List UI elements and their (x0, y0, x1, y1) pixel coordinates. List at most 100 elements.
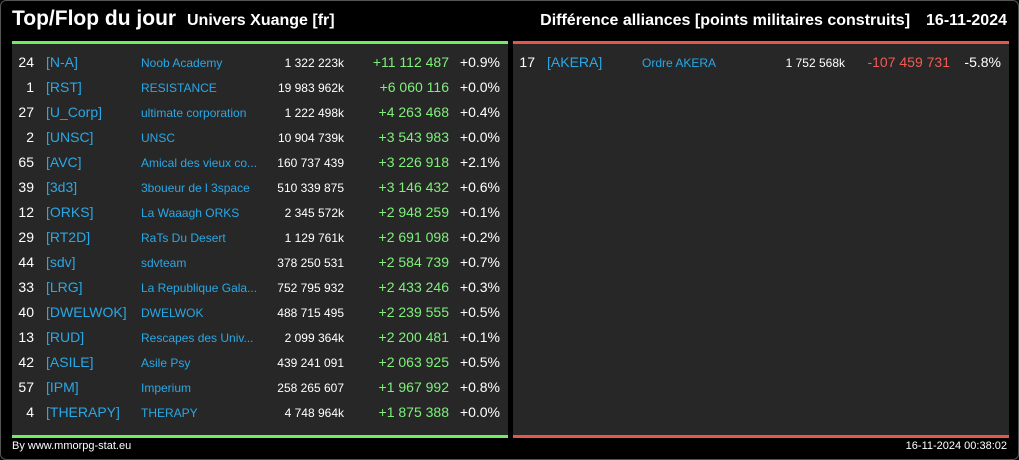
alliance-tag[interactable]: [U_Corp] (46, 104, 103, 120)
alliance-row: 29 [RT2D] RaTs Du Desert 1 129 761k +2 691 0… (12, 225, 508, 250)
alliance-percent: -5.8% (964, 54, 1001, 70)
alliance-tag[interactable]: [3d3] (46, 179, 78, 195)
alliance-diff: +2 433 246 (378, 279, 449, 295)
alliance-row: 65 [AVC] Amical des vieux co... 160 737 439… (12, 150, 508, 175)
alliance-tag[interactable]: [AKERA] (547, 54, 603, 70)
alliance-rank: 33 (18, 279, 34, 295)
alliance-diff: +3 226 918 (378, 154, 449, 170)
alliance-tag[interactable]: [RUD] (46, 329, 85, 345)
alliance-diff: +2 239 555 (378, 304, 449, 320)
alliance-points: 258 265 607 (277, 381, 344, 395)
alliance-rank: 17 (519, 54, 535, 70)
alliance-percent: +0.1% (459, 329, 500, 345)
alliance-tag[interactable]: [THERAPY] (46, 404, 120, 420)
alliance-percent: +0.4% (459, 104, 500, 120)
alliance-points: 1 222 498k (284, 106, 344, 120)
alliance-percent: +0.2% (459, 229, 500, 245)
alliance-row: 57 [IPM] Imperium 258 265 607 +1 967 992 +0.8… (12, 375, 508, 400)
alliance-points: 1 322 223k (284, 56, 344, 70)
alliance-points: 160 737 439 (277, 156, 344, 170)
alliance-rank: 12 (18, 204, 34, 220)
alliance-rank: 42 (18, 354, 34, 370)
alliance-points: 1 129 761k (284, 231, 344, 245)
source-credit: By www.mmorpg-stat.eu (12, 440, 132, 452)
alliance-name[interactable]: UNSC (141, 131, 176, 145)
alliance-points: 510 339 875 (277, 181, 344, 195)
alliance-name[interactable]: RaTs Du Desert (141, 231, 226, 245)
alliance-tag[interactable]: [LRG] (46, 279, 83, 295)
alliance-tag[interactable]: [UNSC] (46, 129, 94, 145)
alliance-tag[interactable]: [N-A] (46, 54, 78, 70)
alliance-rank: 24 (18, 54, 34, 70)
alliance-name[interactable]: Asile Psy (141, 356, 191, 370)
alliance-points: 4 748 964k (284, 406, 344, 420)
alliance-rank: 39 (18, 179, 34, 195)
alliance-tag[interactable]: [sdv] (46, 254, 76, 270)
alliance-tag[interactable]: [RST] (46, 79, 82, 95)
alliance-diff: +4 263 468 (378, 104, 449, 120)
alliance-name[interactable]: La Waaagh ORKS (141, 206, 240, 220)
alliance-percent: +0.7% (459, 254, 500, 270)
alliance-name[interactable]: 3boueur de l 3space (141, 181, 250, 195)
alliance-row: 12 [ORKS] La Waaagh ORKS 2 345 572k +2 948 2… (12, 200, 508, 225)
alliance-tag[interactable]: [ORKS] (46, 204, 94, 220)
alliance-name[interactable]: DWELWOK (141, 306, 204, 320)
alliance-points: 1 752 568k (785, 56, 845, 70)
alliance-rank: 27 (18, 104, 34, 120)
alliance-name[interactable]: Imperium (141, 381, 192, 395)
alliance-row: 13 [RUD] Rescapes des Univ... 2 099 364k +2 … (12, 325, 508, 350)
alliance-row: 33 [LRG] La Republique Gala... 752 795 932 +… (12, 275, 508, 300)
flop-panel: 17 [AKERA] Ordre AKERA 1 752 568k -107 459 7… (513, 41, 1009, 438)
alliance-diff: +1 875 388 (378, 404, 449, 420)
alliance-tag[interactable]: [ASILE] (46, 354, 94, 370)
alliance-points: 439 241 091 (277, 356, 344, 370)
alliance-points: 378 250 531 (277, 256, 344, 270)
alliance-name[interactable]: La Republique Gala... (141, 281, 258, 295)
universe-label: Univers Xuange [fr] (187, 12, 335, 29)
alliance-tag[interactable]: [IPM] (46, 379, 79, 395)
alliance-name[interactable]: Noob Academy (141, 56, 223, 70)
alliance-percent: +0.5% (459, 354, 500, 370)
alliance-points: 752 795 932 (277, 281, 344, 295)
alliance-name[interactable]: Amical des vieux co... (141, 156, 258, 170)
alliance-diff: +2 063 925 (378, 354, 449, 370)
alliance-row: 40 [DWELWOK] DWELWOK 488 715 495 +2 239 555 +… (12, 300, 508, 325)
alliance-percent: +0.0% (459, 404, 500, 420)
subject-label: Différence alliances [points militaires … (540, 12, 911, 29)
alliance-percent: +0.8% (459, 379, 500, 395)
alliance-row: 4 [THERAPY] THERAPY 4 748 964k +1 875 388 +0.… (12, 400, 508, 425)
alliance-diff: +2 948 259 (378, 204, 449, 220)
alliance-points: 10 904 739k (277, 131, 344, 145)
alliance-diff: +2 584 739 (378, 254, 449, 270)
alliance-diff: +3 543 983 (378, 129, 449, 145)
footer-timestamp: 16-11-2024 00:38:02 (905, 440, 1007, 452)
alliance-diff: +11 112 487 (372, 54, 449, 70)
alliance-name[interactable]: RESISTANCE (141, 81, 217, 95)
page-title: Top/Flop du jour (12, 7, 177, 30)
alliance-row: 42 [ASILE] Asile Psy 439 241 091 +2 063 925 +… (12, 350, 508, 375)
alliance-name[interactable]: sdvteam (141, 256, 187, 270)
alliance-percent: +2.1% (459, 154, 500, 170)
alliance-name[interactable]: THERAPY (141, 406, 198, 420)
alliance-name[interactable]: ultimate corporation (141, 106, 247, 120)
alliance-row: 39 [3d3] 3boueur de l 3space 510 339 875 +3 … (12, 175, 508, 200)
alliance-tag[interactable]: [RT2D] (46, 229, 91, 245)
alliance-rank: 4 (26, 404, 34, 420)
alliance-diff: +2 691 098 (378, 229, 449, 245)
alliance-name[interactable]: Rescapes des Univ... (141, 331, 254, 345)
alliance-percent: +0.9% (459, 54, 500, 70)
subject-header: Différence alliances [points militaires … (540, 12, 1007, 30)
alliance-row: 27 [U_Corp] ultimate corporation 1 222 498k… (12, 100, 508, 125)
alliance-rank: 65 (18, 154, 34, 170)
alliance-row: 2 [UNSC] UNSC 10 904 739k +3 543 983 +0.0% (12, 125, 508, 150)
alliance-diff: -107 459 731 (867, 54, 950, 70)
alliance-rank: 13 (18, 329, 34, 345)
alliance-name[interactable]: Ordre AKERA (642, 56, 717, 70)
alliance-tag[interactable]: [DWELWOK] (46, 304, 127, 320)
alliance-points: 19 983 962k (277, 81, 344, 95)
alliance-rank: 40 (18, 304, 34, 320)
alliance-rank: 57 (18, 379, 34, 395)
alliance-tag[interactable]: [AVC] (46, 154, 82, 170)
top-panel: 24 [N-A] Noob Academy 1 322 223k +11 112 487… (12, 41, 508, 438)
header-date: 16-11-2024 (926, 12, 1007, 29)
